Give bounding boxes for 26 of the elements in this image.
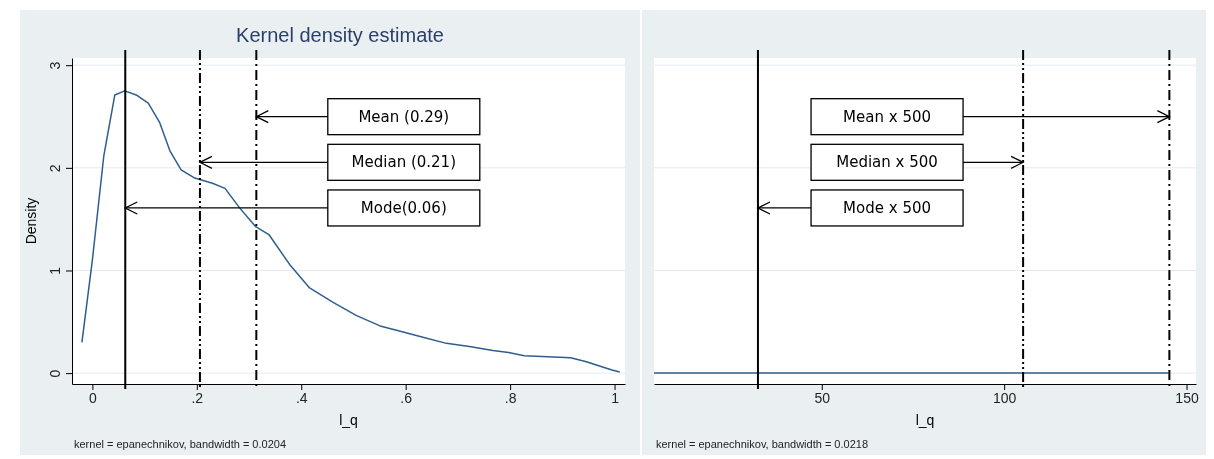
x-tick-label: 0 xyxy=(88,389,97,406)
annotation: Mode(0.06) xyxy=(360,198,447,217)
x-tick-label: .4 xyxy=(295,389,308,406)
text: kernel = epanechnikov, bandwidth = 0.0204 xyxy=(74,438,287,450)
annotation: Mode x 500 xyxy=(843,198,932,217)
x-tick-label: 150 xyxy=(1175,389,1199,406)
x-axis-title: l_q xyxy=(339,412,358,428)
x-tick-label: .8 xyxy=(504,389,517,406)
x-tick-label: 50 xyxy=(814,389,831,406)
chart-title: Kernel density estimate xyxy=(236,24,444,46)
x-tick-label: 100 xyxy=(992,389,1017,406)
x-tick-label: .6 xyxy=(400,389,413,406)
annotation: Median (0.21) xyxy=(351,153,457,172)
y-tick-label: 3 xyxy=(47,61,64,70)
y-tick-label: 1 xyxy=(47,266,64,275)
x-axis-title: l_q xyxy=(915,412,935,428)
x-tick-label: .2 xyxy=(191,389,204,406)
x-tick-label: 1 xyxy=(611,389,620,406)
text: kernel = epanechnikov, bandwidth = 0.0218 xyxy=(656,438,869,450)
annotation: Mean x 500 xyxy=(843,107,932,126)
annotation: Mean (0.29) xyxy=(358,107,450,126)
annotation: Median x 500 xyxy=(836,153,938,172)
y-tick-label: 2 xyxy=(47,164,64,173)
y-axis-title: Density xyxy=(23,197,39,245)
line-series xyxy=(81,90,621,373)
y-tick-label: 0 xyxy=(47,369,64,378)
